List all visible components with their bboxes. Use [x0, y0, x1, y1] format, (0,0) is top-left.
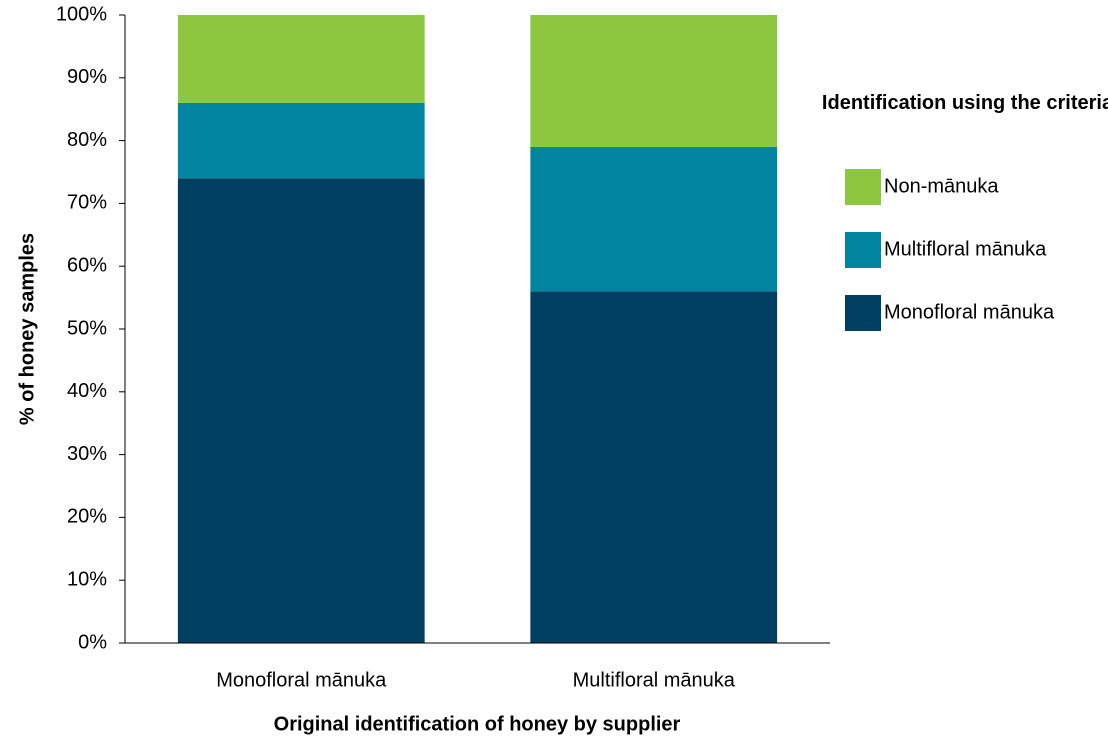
bar-segment: [530, 291, 778, 643]
y-tick-label: 0%: [78, 631, 107, 653]
y-tick-label: 80%: [67, 129, 107, 151]
y-tick-label: 40%: [67, 380, 107, 402]
y-tick-label: 60%: [67, 254, 107, 276]
bar-segment: [530, 146, 778, 292]
y-tick-label: 70%: [67, 192, 107, 214]
x-axis-label: Original identification of honey by supp…: [274, 713, 681, 735]
bar-segment: [177, 102, 425, 179]
bar-segment: [177, 15, 425, 103]
y-tick-label: 100%: [56, 3, 107, 25]
bar-segment: [530, 15, 778, 147]
legend-swatch: [845, 169, 881, 205]
legend-swatch: [845, 232, 881, 268]
y-axis-label: % of honey samples: [16, 233, 38, 425]
legend-label: Monofloral mānuka: [884, 301, 1055, 323]
legend-title: Identification using the criteria: [821, 92, 1108, 114]
y-tick-label: 90%: [67, 66, 107, 88]
y-tick-label: 20%: [67, 506, 107, 528]
bar-segment: [177, 178, 425, 643]
x-tick-label: Monofloral mānuka: [216, 669, 387, 691]
y-tick-label: 10%: [67, 568, 107, 590]
y-tick-label: 30%: [67, 443, 107, 465]
y-tick-label: 50%: [67, 317, 107, 339]
legend-label: Non-mānuka: [884, 175, 999, 197]
legend-swatch: [845, 295, 881, 331]
legend-label: Multifloral mānuka: [884, 238, 1047, 260]
x-tick-label: Multifloral mānuka: [573, 669, 736, 691]
